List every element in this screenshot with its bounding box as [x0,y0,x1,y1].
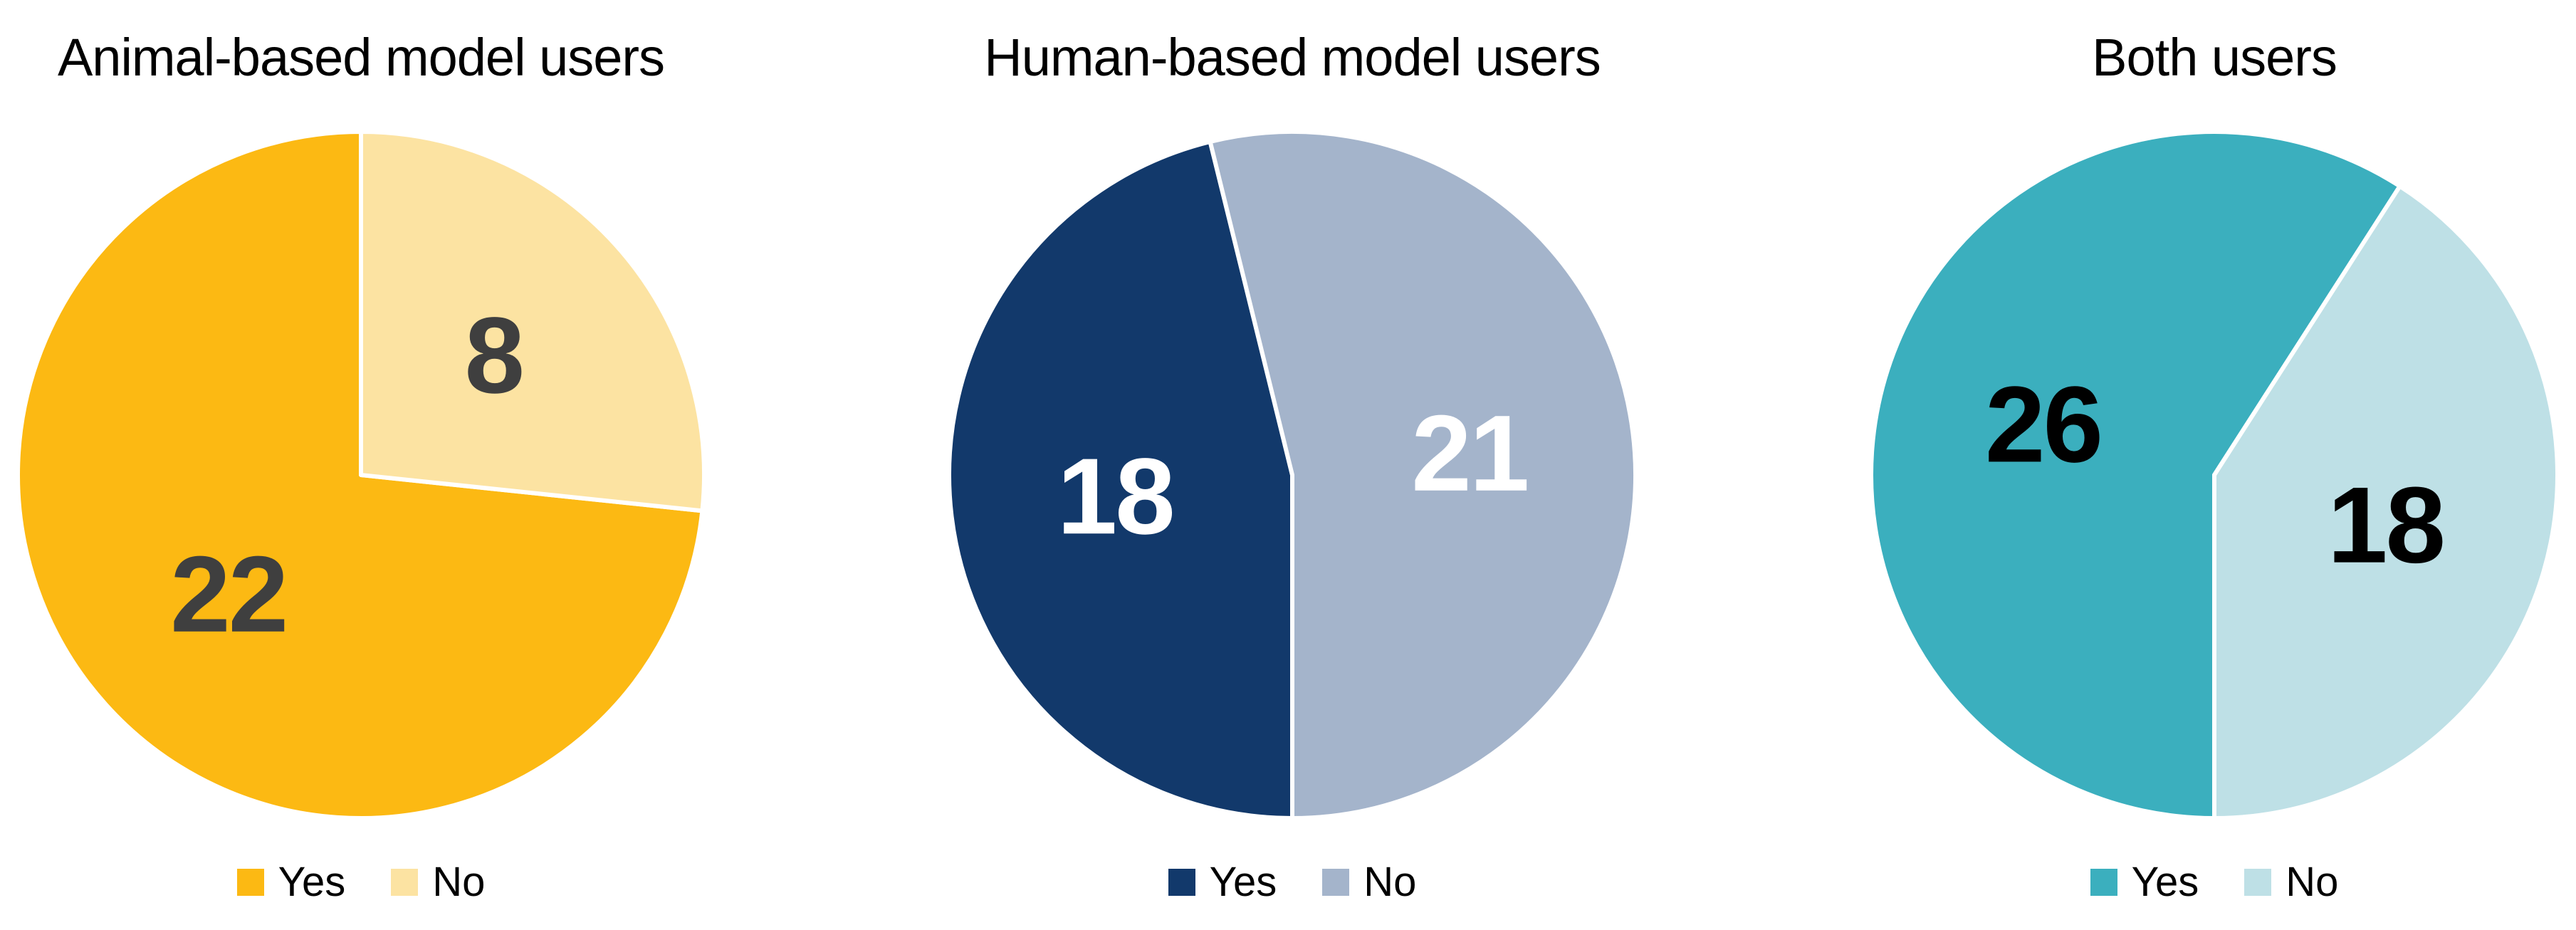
legend-item-no: No [391,862,485,903]
legend-swatch-yes [1168,869,1195,896]
legend-swatch-yes [2090,869,2117,896]
pie-both-users: 26 18 [1869,130,2560,820]
legend-label-yes: Yes [278,859,346,905]
legend-label-yes: Yes [1209,859,1277,905]
legend-swatch-no [1322,869,1350,896]
legend-swatch-no [2244,869,2272,896]
legend-swatch-no [391,869,419,896]
pie-slice-no [2212,184,2560,820]
legend: Yes No [947,862,1638,903]
slice-value-label-no: 21 [1411,393,1527,514]
legend-label-no: No [1363,859,1417,905]
pie-slice-no [359,130,706,513]
legend-item-yes: Yes [2090,862,2199,903]
slice-value-label-no: 8 [464,295,523,416]
slice-value-label-no: 18 [2328,465,2444,586]
pie-chart-animal-based-model-users: Animal-based model users 22 8 Yes No [16,0,706,930]
legend-item-yes: Yes [1168,862,1277,903]
pie-human-based: 18 21 [947,130,1638,820]
chart-title: Both users [2092,28,2337,87]
pie-chart-human-based-model-users: Human-based model users 18 21 Yes No [947,0,1638,930]
slice-value-label-yes: 26 [1985,364,2101,485]
legend: Yes No [1869,862,2560,903]
legend: Yes No [16,862,706,903]
slice-value-label-yes: 22 [170,534,286,655]
legend-label-no: No [2286,859,2339,905]
pie-slice-no [1208,130,1638,820]
pie-chart-both-users: Both users 26 18 Yes No [1869,0,2560,930]
pie-slice-yes [1869,130,2402,820]
legend-swatch-yes [236,869,264,896]
legend-label-no: No [432,859,486,905]
legend-item-no: No [2244,862,2338,903]
legend-item-no: No [1322,862,1416,903]
pie-slice-yes [947,140,1294,820]
slice-value-label-yes: 18 [1057,436,1173,557]
chart-title: Animal-based model users [57,28,665,87]
pie-animal-based: 22 8 [16,130,706,820]
legend-item-yes: Yes [236,859,346,905]
legend-label-yes: Yes [2131,859,2199,905]
chart-title: Human-based model users [984,28,1601,87]
